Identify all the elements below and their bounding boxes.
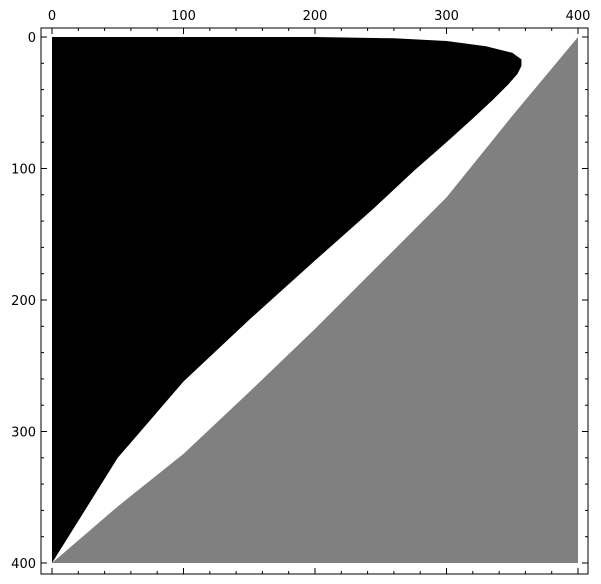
axis-ticks bbox=[41, 28, 588, 574]
heatmap-regions bbox=[52, 37, 578, 563]
x-tick-label: 300 bbox=[434, 9, 459, 24]
heatmap-region-gray bbox=[52, 37, 578, 563]
x-tick-label: 0 bbox=[48, 9, 56, 24]
y-tick-label: 300 bbox=[11, 426, 36, 441]
x-axis-tick-labels: 0 100 200 300 400 bbox=[48, 9, 591, 24]
x-tick-label: 400 bbox=[566, 9, 591, 24]
y-tick-label: 100 bbox=[11, 163, 36, 178]
x-tick-label: 200 bbox=[303, 9, 328, 24]
y-tick-label: 200 bbox=[11, 294, 36, 309]
y-tick-label: 0 bbox=[28, 31, 36, 46]
x-tick-label: 100 bbox=[171, 9, 196, 24]
y-tick-label: 400 bbox=[11, 557, 36, 572]
y-axis-tick-labels: 0 100 200 300 400 bbox=[11, 31, 36, 572]
heatmap-region-black bbox=[52, 37, 522, 563]
